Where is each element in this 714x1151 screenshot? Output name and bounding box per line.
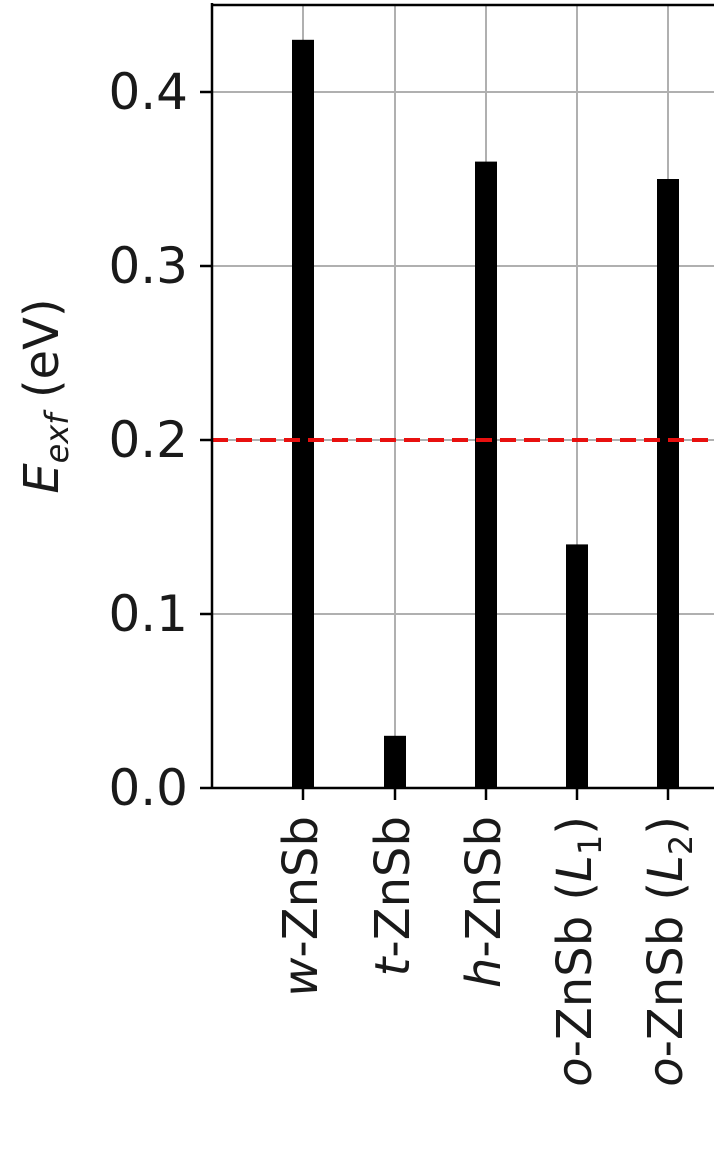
y-tick-label: 0.4 <box>108 63 188 121</box>
bar <box>475 161 497 789</box>
x-tick-label: w-ZnSb <box>273 816 329 997</box>
bars <box>292 39 679 789</box>
x-tick-label: t-ZnSb <box>365 816 421 976</box>
grid-lines <box>212 5 714 789</box>
y-tick-label: 0.0 <box>108 759 188 817</box>
bar <box>566 544 588 788</box>
y-tick-label: 0.2 <box>108 411 188 469</box>
x-tick-label: o-ZnSb (L1) <box>547 816 609 1087</box>
y-tick-labels: 0.0 0.1 0.2 0.3 0.4 <box>108 63 188 817</box>
bar <box>657 179 679 788</box>
bar <box>292 39 314 789</box>
y-axis-title: Eexf (eV) <box>14 298 76 493</box>
y-tick-label: 0.1 <box>108 585 188 643</box>
y-tick-label: 0.3 <box>108 237 188 295</box>
y-axis-label: Eexf (eV) <box>14 298 76 493</box>
x-tick-label: o-ZnSb (L2) <box>638 816 700 1087</box>
x-tick-labels: w-ZnSb t-ZnSb h-ZnSb o-ZnSb (L1) o-ZnSb (L2) <box>273 816 700 1087</box>
bar <box>384 735 406 788</box>
axes <box>200 3 714 800</box>
x-tick-label: h-ZnSb <box>456 816 512 988</box>
